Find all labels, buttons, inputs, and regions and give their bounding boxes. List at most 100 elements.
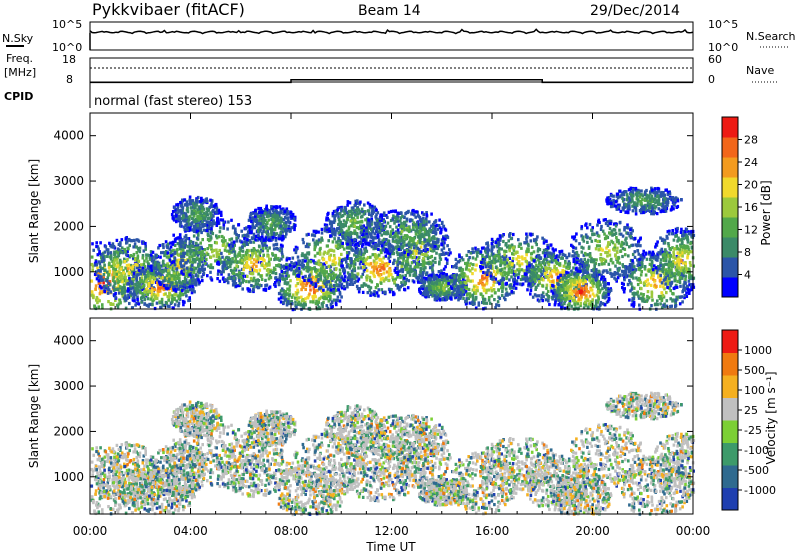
- power-cell: [141, 270, 145, 274]
- power-cell: [341, 214, 345, 218]
- power-cell: [142, 262, 146, 266]
- power-cell: [421, 252, 425, 257]
- power-cell: [504, 287, 508, 291]
- power-cell: [136, 247, 140, 251]
- power-cell: [500, 247, 503, 251]
- power-cell: [392, 261, 395, 266]
- power-cell: [273, 257, 276, 262]
- power-cell: [186, 253, 189, 257]
- power-cell: [178, 279, 181, 283]
- power-cell: [343, 275, 347, 279]
- power-cell: [113, 263, 116, 267]
- power-cell: [353, 280, 356, 285]
- power-cell: [118, 258, 122, 262]
- power-cell: [301, 261, 304, 265]
- power-cell: [265, 283, 269, 287]
- power-cell: [195, 241, 198, 245]
- power-cell: [151, 299, 154, 303]
- power-cell: [302, 241, 305, 245]
- power-cell: [377, 294, 380, 298]
- power-cell: [124, 275, 127, 279]
- power-cell: [192, 248, 196, 253]
- power-cell: [161, 261, 165, 265]
- power-cell: [180, 268, 184, 273]
- beam-title: Beam 14: [358, 3, 421, 19]
- power-cell: [118, 298, 122, 302]
- power-cell: [193, 269, 196, 273]
- power-cell: [136, 285, 139, 290]
- power-cell: [242, 254, 245, 258]
- power-cell: [523, 257, 527, 261]
- power-cell: [113, 250, 116, 254]
- power-cell: [225, 249, 229, 253]
- power-cell: [209, 270, 212, 274]
- power-cell: [265, 262, 268, 266]
- power-cell: [194, 248, 198, 252]
- power-cell: [362, 265, 366, 269]
- power-cell: [497, 303, 501, 308]
- power-cell: [258, 268, 262, 272]
- power-cell: [432, 276, 436, 280]
- power-cell: [194, 246, 197, 250]
- power-cell: [368, 275, 372, 279]
- power-cell: [187, 237, 191, 241]
- power-cell: [170, 261, 174, 265]
- power-cell: [292, 265, 296, 269]
- nsearch-label: N.Search: [746, 30, 796, 43]
- power-cell: [112, 267, 115, 271]
- power-cell: [376, 283, 379, 287]
- power-cell: [372, 226, 376, 230]
- power-cell: [296, 281, 299, 286]
- power-cell: [175, 276, 179, 280]
- power-cell: [510, 275, 513, 279]
- power-cell: [338, 206, 341, 210]
- power-cell: [467, 287, 471, 292]
- power-cell: [433, 256, 437, 260]
- power-cell: [247, 254, 250, 258]
- power-cell: [172, 270, 176, 274]
- power-cell: [502, 239, 505, 244]
- power-cell: [128, 243, 131, 248]
- power-cell: [263, 264, 267, 269]
- power-cell: [267, 260, 271, 264]
- power-cell: [530, 245, 534, 249]
- power-cell: [422, 267, 425, 271]
- power-cell: [97, 247, 100, 251]
- power-cell: [458, 253, 461, 257]
- power-cell: [121, 288, 124, 292]
- power-cell: [230, 269, 234, 273]
- power-cell: [103, 288, 106, 292]
- power-cell: [318, 248, 322, 252]
- power-cell: [149, 271, 153, 275]
- power-cell: [342, 225, 345, 229]
- power-cell: [243, 233, 247, 237]
- power-cell: [103, 284, 106, 288]
- power-cell: [320, 295, 323, 299]
- power-cell: [136, 263, 139, 267]
- power-cell: [126, 269, 129, 273]
- power-cell: [96, 301, 99, 305]
- power-cell: [306, 256, 309, 260]
- power-cell: [327, 239, 330, 243]
- power-cell: [325, 296, 329, 300]
- power-cell: [365, 269, 369, 273]
- power-cell: [255, 268, 258, 273]
- power-cell: [324, 229, 327, 233]
- power-cell: [300, 288, 303, 292]
- power-cell: [100, 275, 103, 279]
- power-cell: [103, 263, 106, 267]
- power-cell: [177, 258, 180, 262]
- power-cell: [91, 242, 94, 246]
- power-cell: [180, 281, 184, 285]
- power-cell: [508, 249, 511, 253]
- power-cell: [173, 296, 176, 301]
- power-cell: [180, 265, 184, 269]
- power-cell: [136, 289, 140, 293]
- power-cell: [500, 293, 504, 298]
- power-cell: [280, 287, 284, 291]
- power-cell: [228, 243, 231, 247]
- power-cell: [106, 249, 110, 254]
- power-cell: [132, 245, 135, 249]
- power-cell: [137, 268, 141, 272]
- power-cell: [119, 249, 122, 253]
